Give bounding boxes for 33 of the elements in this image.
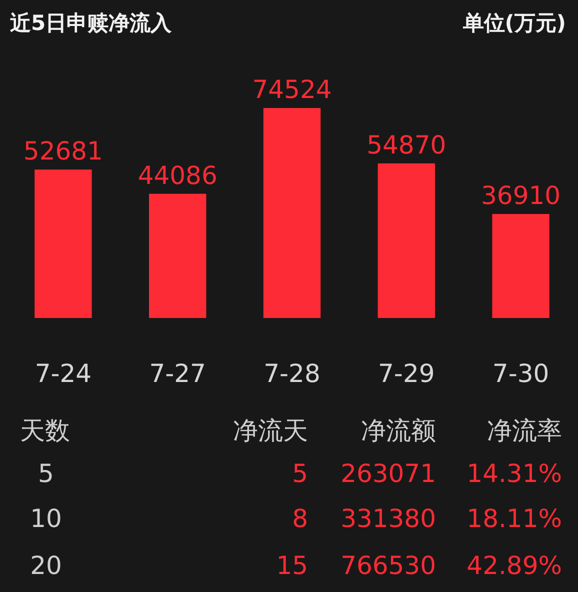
text: 净流率: [487, 416, 562, 445]
text: 净流天: [233, 416, 308, 445]
x-tick-label: 7-28: [264, 359, 320, 388]
text: 331380: [340, 504, 436, 533]
bar: [34, 170, 92, 318]
text: 15: [276, 551, 308, 580]
text: 263071: [340, 459, 436, 488]
bar: [263, 108, 321, 318]
bar: [492, 214, 550, 318]
text: 42.89%: [466, 551, 562, 580]
x-tick-label: 7-24: [34, 359, 92, 388]
chart-title: 近5日申赎净流入: [9, 11, 173, 35]
text: 5: [38, 459, 54, 488]
text: 净流额: [361, 416, 436, 445]
x-tick-label: 7-27: [149, 359, 206, 388]
text: 20: [30, 551, 62, 580]
chart-subtitle: 单位(万元): [462, 11, 566, 35]
text: 14.31%: [466, 459, 562, 488]
text: 天数: [20, 416, 70, 445]
text: 5: [292, 459, 308, 488]
data-label: 36910: [481, 180, 561, 210]
x-tick-label: 7-30: [492, 359, 550, 388]
data-label: 52681: [23, 136, 103, 166]
data-label: 54870: [366, 130, 446, 160]
data-label: 44086: [138, 160, 218, 190]
data-label: 74524: [252, 75, 332, 104]
bar: [149, 194, 206, 318]
text: 10: [30, 504, 62, 533]
text: 8: [292, 504, 308, 533]
bar: [378, 163, 435, 318]
text: 18.11%: [466, 504, 562, 533]
x-tick-label: 7-29: [378, 359, 435, 388]
text: 766530: [340, 551, 436, 580]
